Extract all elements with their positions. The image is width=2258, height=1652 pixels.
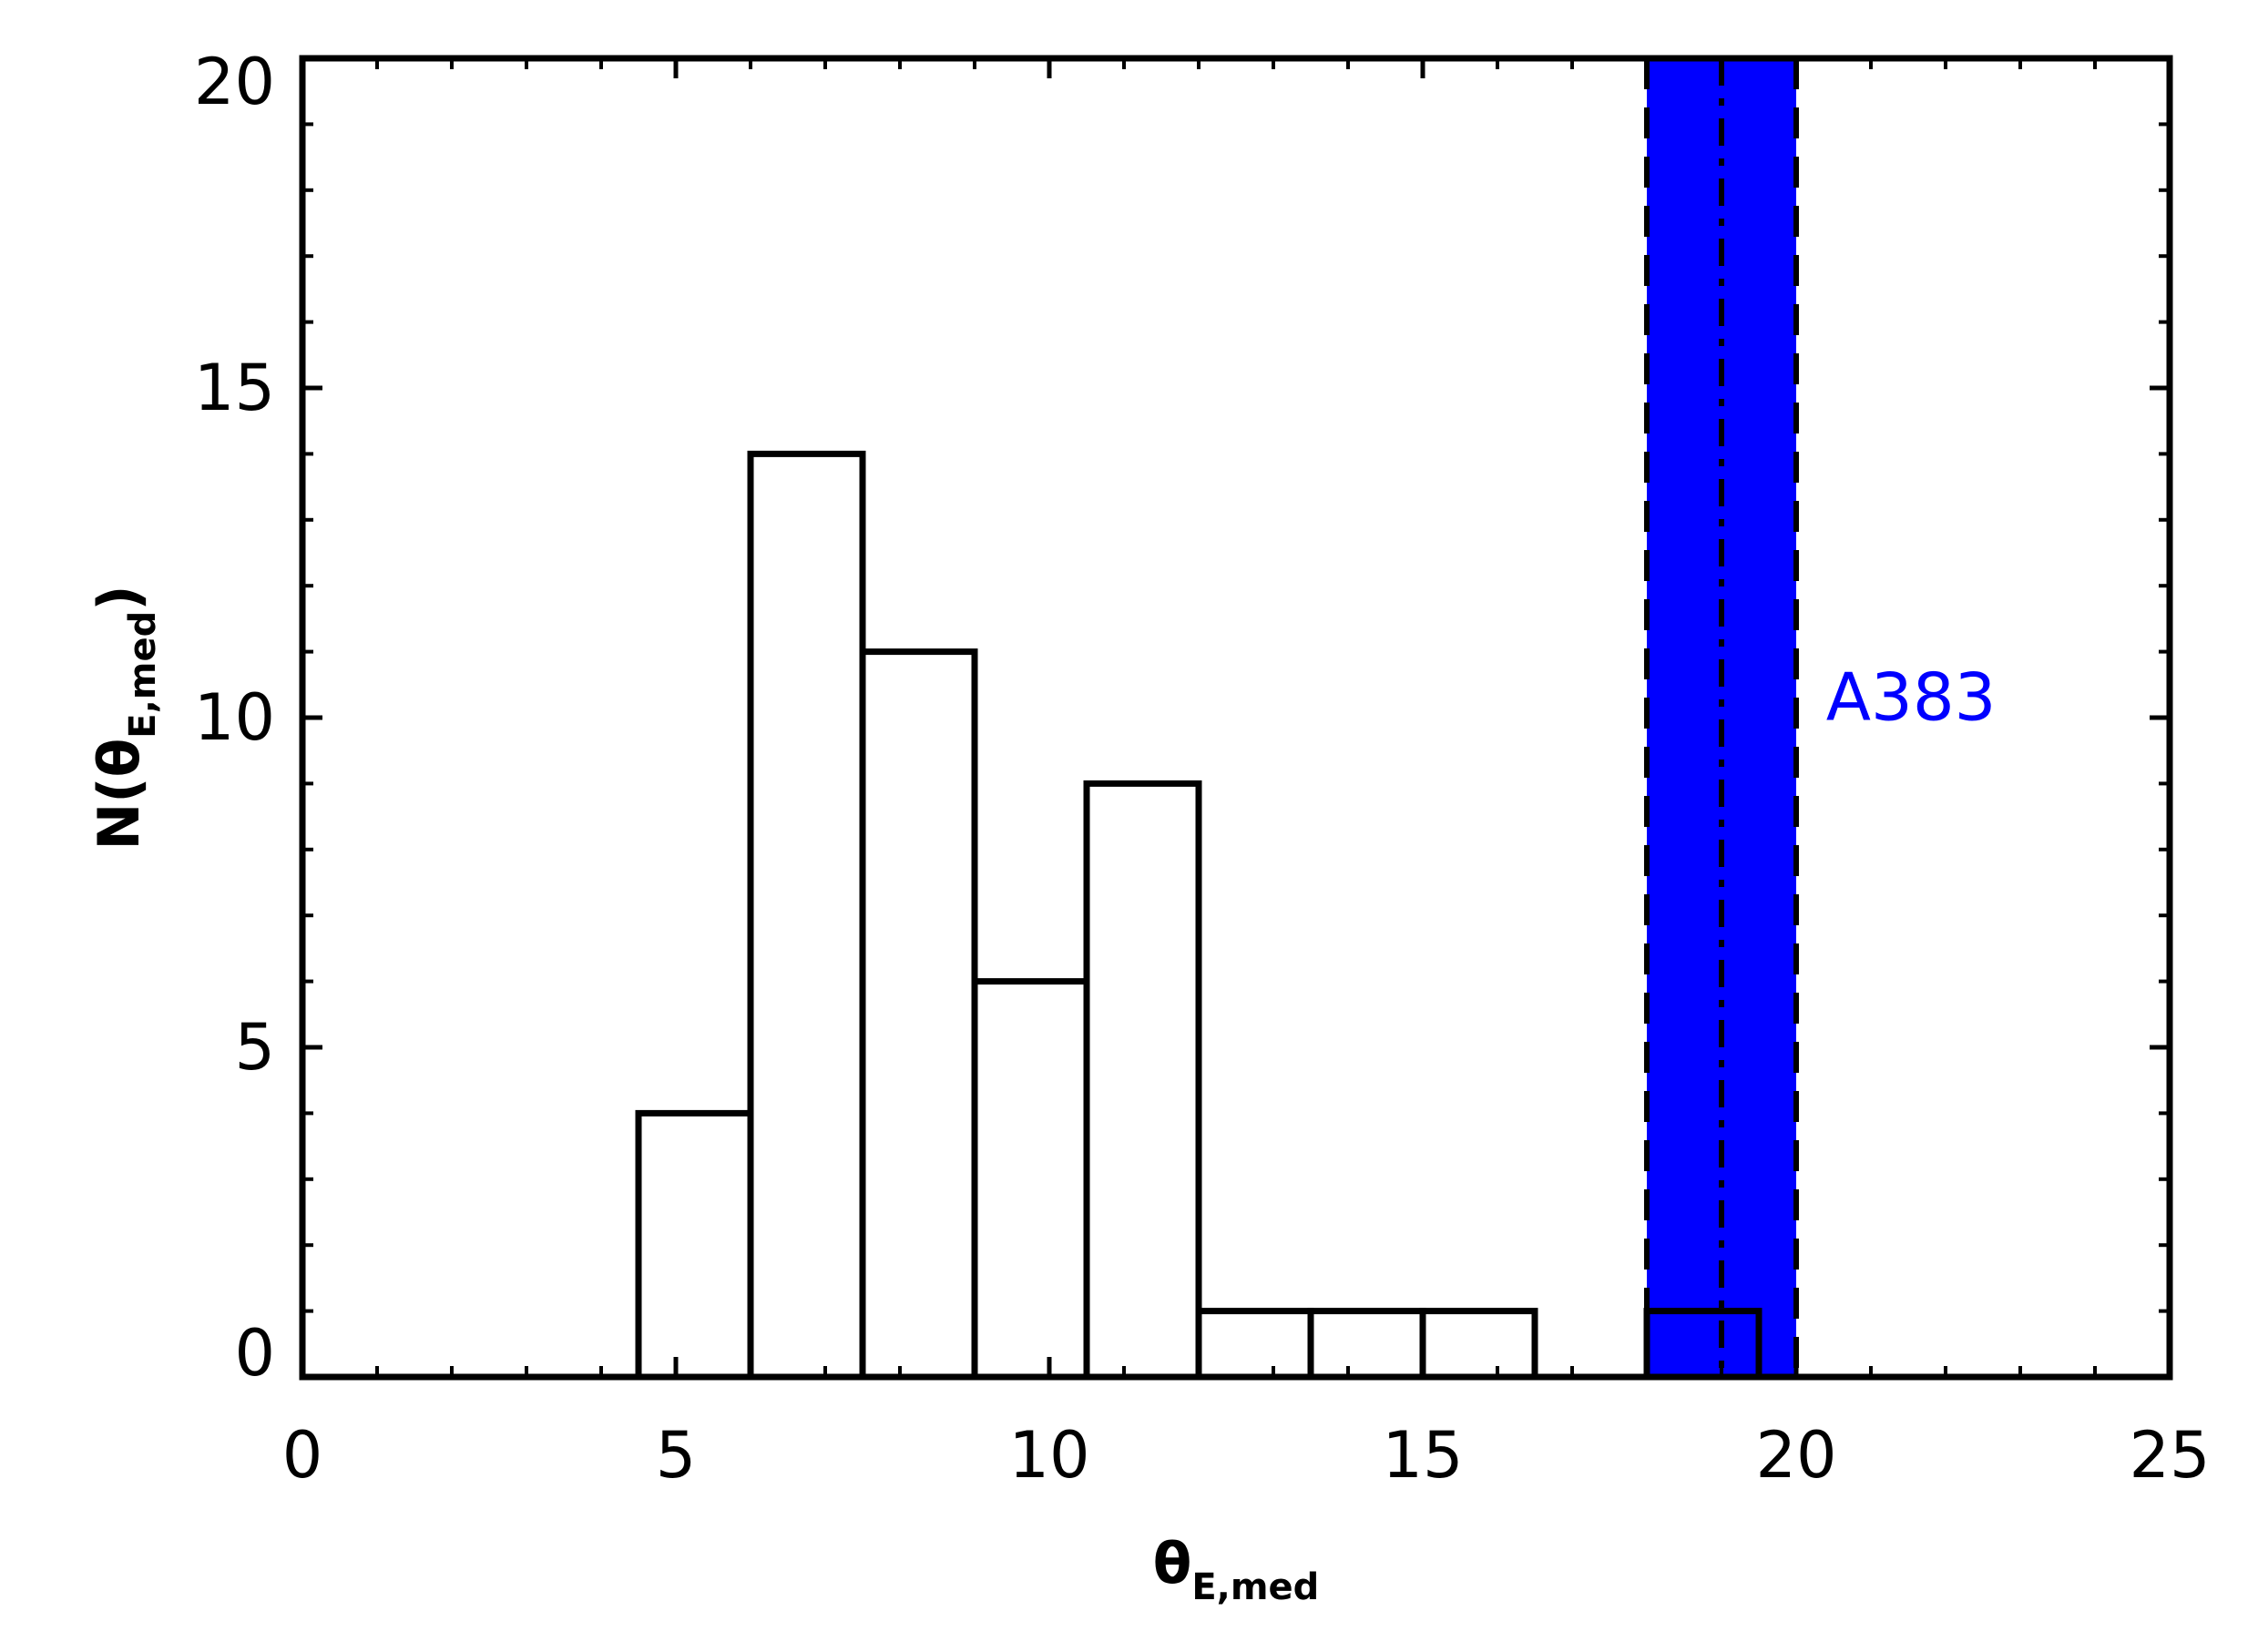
- y-tick-label: 15: [194, 351, 275, 425]
- y-tick-label: 10: [194, 680, 275, 755]
- a383-band-group: [1644, 58, 1799, 1377]
- y-axis-label-main: θ: [86, 739, 152, 778]
- x-tick-label: 10: [1008, 1418, 1089, 1493]
- annotation-a383: A383: [1826, 658, 1997, 735]
- histogram-bar: [747, 450, 866, 1381]
- x-tick-label: 15: [1382, 1418, 1463, 1493]
- y-axis-label: N(θE,med): [86, 585, 164, 850]
- y-axis-label-prefix: N(: [86, 777, 152, 850]
- y-tick-label: 5: [234, 1010, 275, 1085]
- y-tick-label: 0: [234, 1316, 275, 1391]
- histogram-bar: [971, 978, 1090, 1381]
- histogram-bar: [1307, 1308, 1426, 1381]
- x-tick-label: 25: [2129, 1418, 2210, 1493]
- plot-frame: [299, 55, 2173, 1381]
- x-axis-label-main: θ: [1153, 1530, 1192, 1596]
- x-tick-label: 20: [1755, 1418, 1836, 1493]
- y-axis-label-sub: E,med: [122, 611, 164, 739]
- ticks-group: 0 5 10 15 20 25 0 5 10 15 20: [194, 45, 2211, 1493]
- histogram-bar: [1083, 780, 1202, 1381]
- x-tick-label: 0: [282, 1418, 323, 1493]
- histogram-group: [635, 450, 1762, 1381]
- y-axis-label-suffix: ): [86, 585, 152, 610]
- x-tick-label: 5: [656, 1418, 697, 1493]
- x-axis-label: θE,med: [1153, 1530, 1320, 1608]
- histogram-bar: [859, 648, 978, 1381]
- histogram-bar: [1195, 1308, 1314, 1381]
- y-tick-label: 20: [194, 45, 275, 119]
- x-axis-label-sub: E,med: [1191, 1566, 1319, 1608]
- histogram-bar: [635, 1109, 754, 1381]
- histogram-bar: [1419, 1308, 1538, 1381]
